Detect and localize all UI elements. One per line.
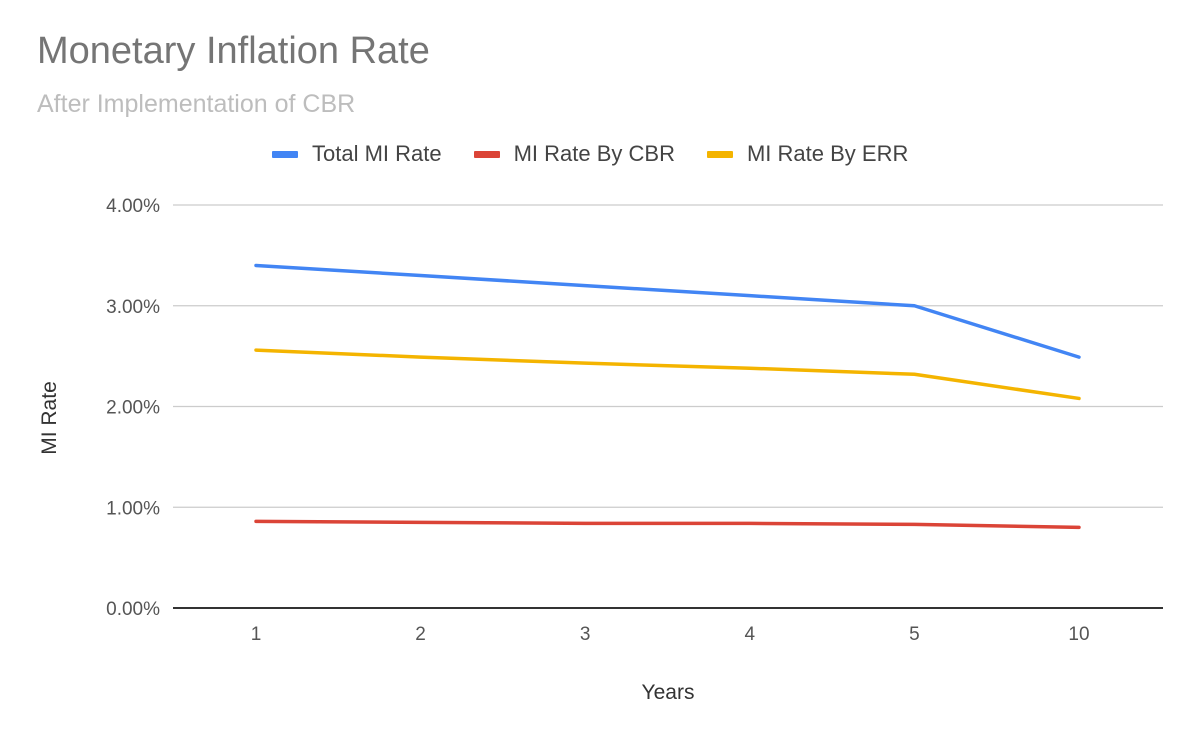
series-line-total-mi-rate	[254, 263, 1081, 359]
legend-swatch-cbr	[473, 150, 500, 158]
legend-label-err: MI Rate By ERR	[746, 141, 909, 166]
legend-label-total: Total MI Rate	[312, 141, 442, 166]
x-tick-label: 4	[745, 624, 756, 645]
legend: Total MI Rate MI Rate By CBR MI Rate By …	[272, 141, 940, 167]
legend-item-cbr: MI Rate By CBR	[473, 141, 675, 167]
legend-swatch-err	[706, 150, 733, 158]
y-tick-label: 0.00%	[106, 599, 160, 620]
x-tick-label: 3	[580, 624, 591, 645]
legend-item-total: Total MI Rate	[272, 141, 442, 167]
y-tick-label: 3.00%	[106, 297, 160, 318]
y-tick-label: 2.00%	[106, 398, 160, 419]
x-tick-label: 1	[251, 624, 262, 645]
series-line-mi-rate-by-err	[254, 348, 1081, 401]
legend-label-cbr: MI Rate By CBR	[513, 141, 675, 166]
y-axis-title: MI Rate	[38, 381, 61, 455]
series-line-mi-rate-by-cbr	[254, 519, 1081, 530]
x-tick-label: 2	[415, 624, 426, 645]
x-tick-label: 5	[909, 624, 920, 645]
chart-subtitle: After Implementation of CBR	[37, 90, 356, 118]
x-axis-title: Years	[642, 681, 695, 704]
y-tick-label: 1.00%	[106, 498, 160, 519]
x-tick-label: 10	[1068, 624, 1089, 645]
y-tick-label: 4.00%	[106, 196, 160, 217]
legend-item-err: MI Rate By ERR	[706, 141, 909, 167]
chart-title: Monetary Inflation Rate	[37, 30, 430, 72]
legend-swatch-total	[272, 150, 298, 158]
